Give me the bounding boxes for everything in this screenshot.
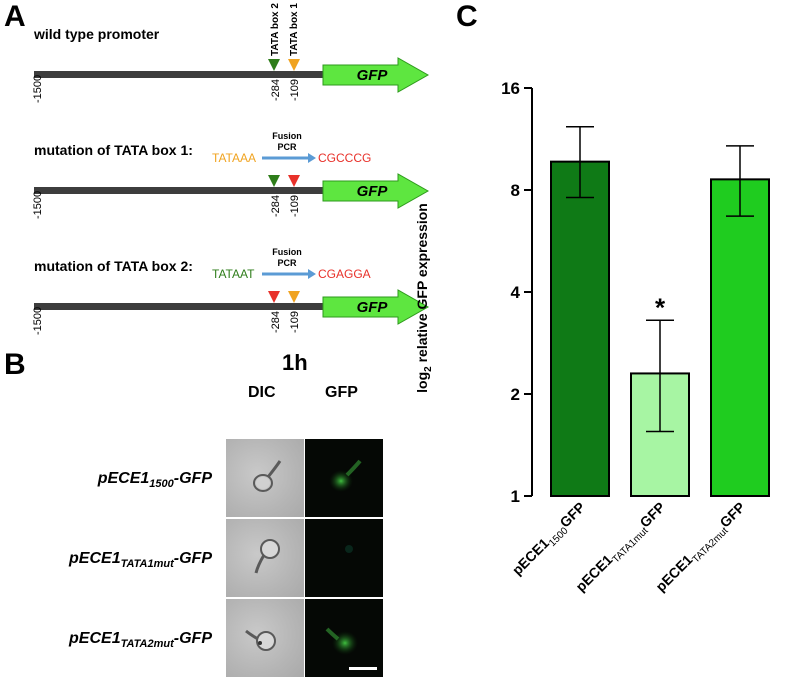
strain-name: pECE1: [97, 470, 150, 487]
gfp-signal: [325, 627, 377, 670]
fusion-line: Fusion: [272, 247, 302, 257]
position-tick-1500: -1500: [32, 75, 44, 103]
category-subscript: TATA1mut: [611, 525, 651, 565]
y-tick-label: 8: [511, 181, 520, 200]
fusion-pcr-label: Fusion PCR: [272, 247, 302, 268]
cell-outline: [254, 539, 280, 574]
original-sequence: TATAAT: [212, 267, 255, 281]
tata-box-2-label: TATA box 2: [270, 3, 281, 56]
gfp-arrow: [322, 289, 430, 325]
category-label: pECE11500GFP: [509, 499, 591, 581]
gfp-arrow: [322, 57, 430, 93]
original-sequence: TATAAA: [212, 151, 256, 165]
panel-a-label: A: [4, 0, 26, 33]
promoter-line: [34, 303, 334, 310]
tata-box-1-label: TATA box 1: [289, 3, 300, 56]
fusion-pcr-label: Fusion PCR: [272, 131, 302, 152]
strain-label-tata2mut: pECE1TATA2mut-GFP: [12, 630, 212, 650]
tata-box-1-marker: [288, 59, 300, 71]
position-tick-109: -109: [289, 311, 301, 333]
gfp-signal: [345, 545, 353, 553]
gfp-column-header: GFP: [325, 384, 358, 401]
position-tick-284: -284: [270, 79, 282, 101]
fusion-arrow-head: [308, 153, 316, 163]
category-name: pECE1: [652, 551, 695, 594]
tata-box-1-marker-mutated: [288, 175, 300, 187]
tata-box-2-marker-mutated: [268, 291, 280, 303]
position-tick-1500: -1500: [32, 191, 44, 219]
pcr-line: PCR: [277, 142, 297, 152]
gfp-label: GFP: [357, 183, 389, 200]
significance-asterisk: *: [655, 292, 666, 322]
construct-title: mutation of TATA box 1:: [34, 142, 193, 158]
category-name: pECE1: [509, 535, 552, 578]
promoter-schematic: wild type promoter TATA box 2 TATA box 1…: [32, 3, 430, 335]
strain-subscript: 1500: [149, 478, 174, 491]
construct-tata1-mutation: mutation of TATA box 1: Fusion PCR TATAAA…: [32, 131, 430, 219]
gfp-label: GFP: [357, 299, 389, 316]
category-name: pECE1: [572, 551, 615, 594]
tata-box-1-marker: [288, 291, 300, 303]
strain-suffix: -GFP: [173, 630, 212, 647]
promoter-line: [34, 71, 334, 78]
construct-tata2-mutation: mutation of TATA box 2: Fusion PCR TATAAT…: [32, 247, 430, 335]
dic-column-header: DIC: [248, 384, 276, 401]
pcr-line: PCR: [277, 258, 297, 268]
tata-box-2-marker: [268, 175, 280, 187]
position-tick-109: -109: [289, 195, 301, 217]
category-label: pECE1TATA2mutGFP: [652, 499, 751, 598]
y-tick-label: 2: [511, 385, 520, 404]
position-tick-284: -284: [270, 311, 282, 333]
tata-box-2-marker: [268, 59, 280, 71]
bar-chart: 124816pECE11500GFP*pECE1TATA1mutGFPpECE1…: [501, 79, 770, 598]
strain-subscript: TATA1mut: [120, 558, 174, 571]
strain-name: pECE1: [69, 550, 121, 567]
construct-title: wild type promoter: [33, 26, 160, 42]
gfp-arrow: [322, 173, 430, 209]
panel-c-label: C: [456, 0, 478, 33]
fusion-arrow-head: [308, 269, 316, 279]
strain-suffix: -GFP: [173, 470, 212, 487]
mutant-sequence: CGAGGA: [318, 267, 371, 281]
position-tick-1500: -1500: [32, 307, 44, 335]
gfp-signal: [329, 459, 362, 492]
y-axis-title-rest: relative GFP expression: [414, 203, 430, 367]
bar-2: [710, 178, 770, 497]
scale-bar: [349, 667, 377, 670]
category-subscript: TATA2mut: [691, 525, 731, 565]
dic-image-tata1mut: [226, 519, 304, 597]
category-suffix: GFP: [636, 499, 668, 531]
strain-label-tata1mut: pECE1TATA1mut-GFP: [12, 550, 212, 570]
construct-wild-type: wild type promoter TATA box 2 TATA box 1…: [32, 3, 430, 103]
gfp-image-tata2mut: [305, 599, 383, 677]
strain-subscript: TATA2mut: [120, 638, 174, 651]
time-label: 1h: [282, 350, 308, 375]
strain-label-1500: pECE11500-GFP: [12, 470, 212, 490]
y-axis-title-base: 2: [422, 366, 434, 372]
gfp-label: GFP: [357, 67, 389, 84]
dic-image-tata2mut: [226, 599, 304, 677]
y-tick-label: 16: [501, 79, 520, 98]
strain-suffix: -GFP: [173, 550, 212, 567]
fusion-line: Fusion: [272, 131, 302, 141]
promoter-line: [34, 187, 334, 194]
y-tick-label: 1: [511, 487, 520, 506]
position-tick-109: -109: [289, 79, 301, 101]
y-tick-label: 4: [511, 283, 521, 302]
bar-0: [550, 160, 610, 497]
category-suffix: GFP: [716, 499, 748, 531]
mutant-sequence: CGCCCG: [318, 151, 371, 165]
cell-outline: [253, 460, 282, 492]
panel-b-label: B: [4, 348, 26, 381]
gfp-image-1500: [305, 439, 383, 517]
cell-outline: [245, 629, 276, 651]
construct-title: mutation of TATA box 2:: [34, 258, 193, 274]
gfp-image-tata1mut: [305, 519, 383, 597]
dic-image-1500: [226, 439, 304, 517]
category-suffix: GFP: [556, 499, 588, 531]
y-axis-title-log: log: [414, 371, 430, 393]
position-tick-284: -284: [270, 195, 282, 217]
strain-name: pECE1: [69, 630, 121, 647]
y-axis-title: log2 relative GFP expression: [414, 148, 434, 448]
